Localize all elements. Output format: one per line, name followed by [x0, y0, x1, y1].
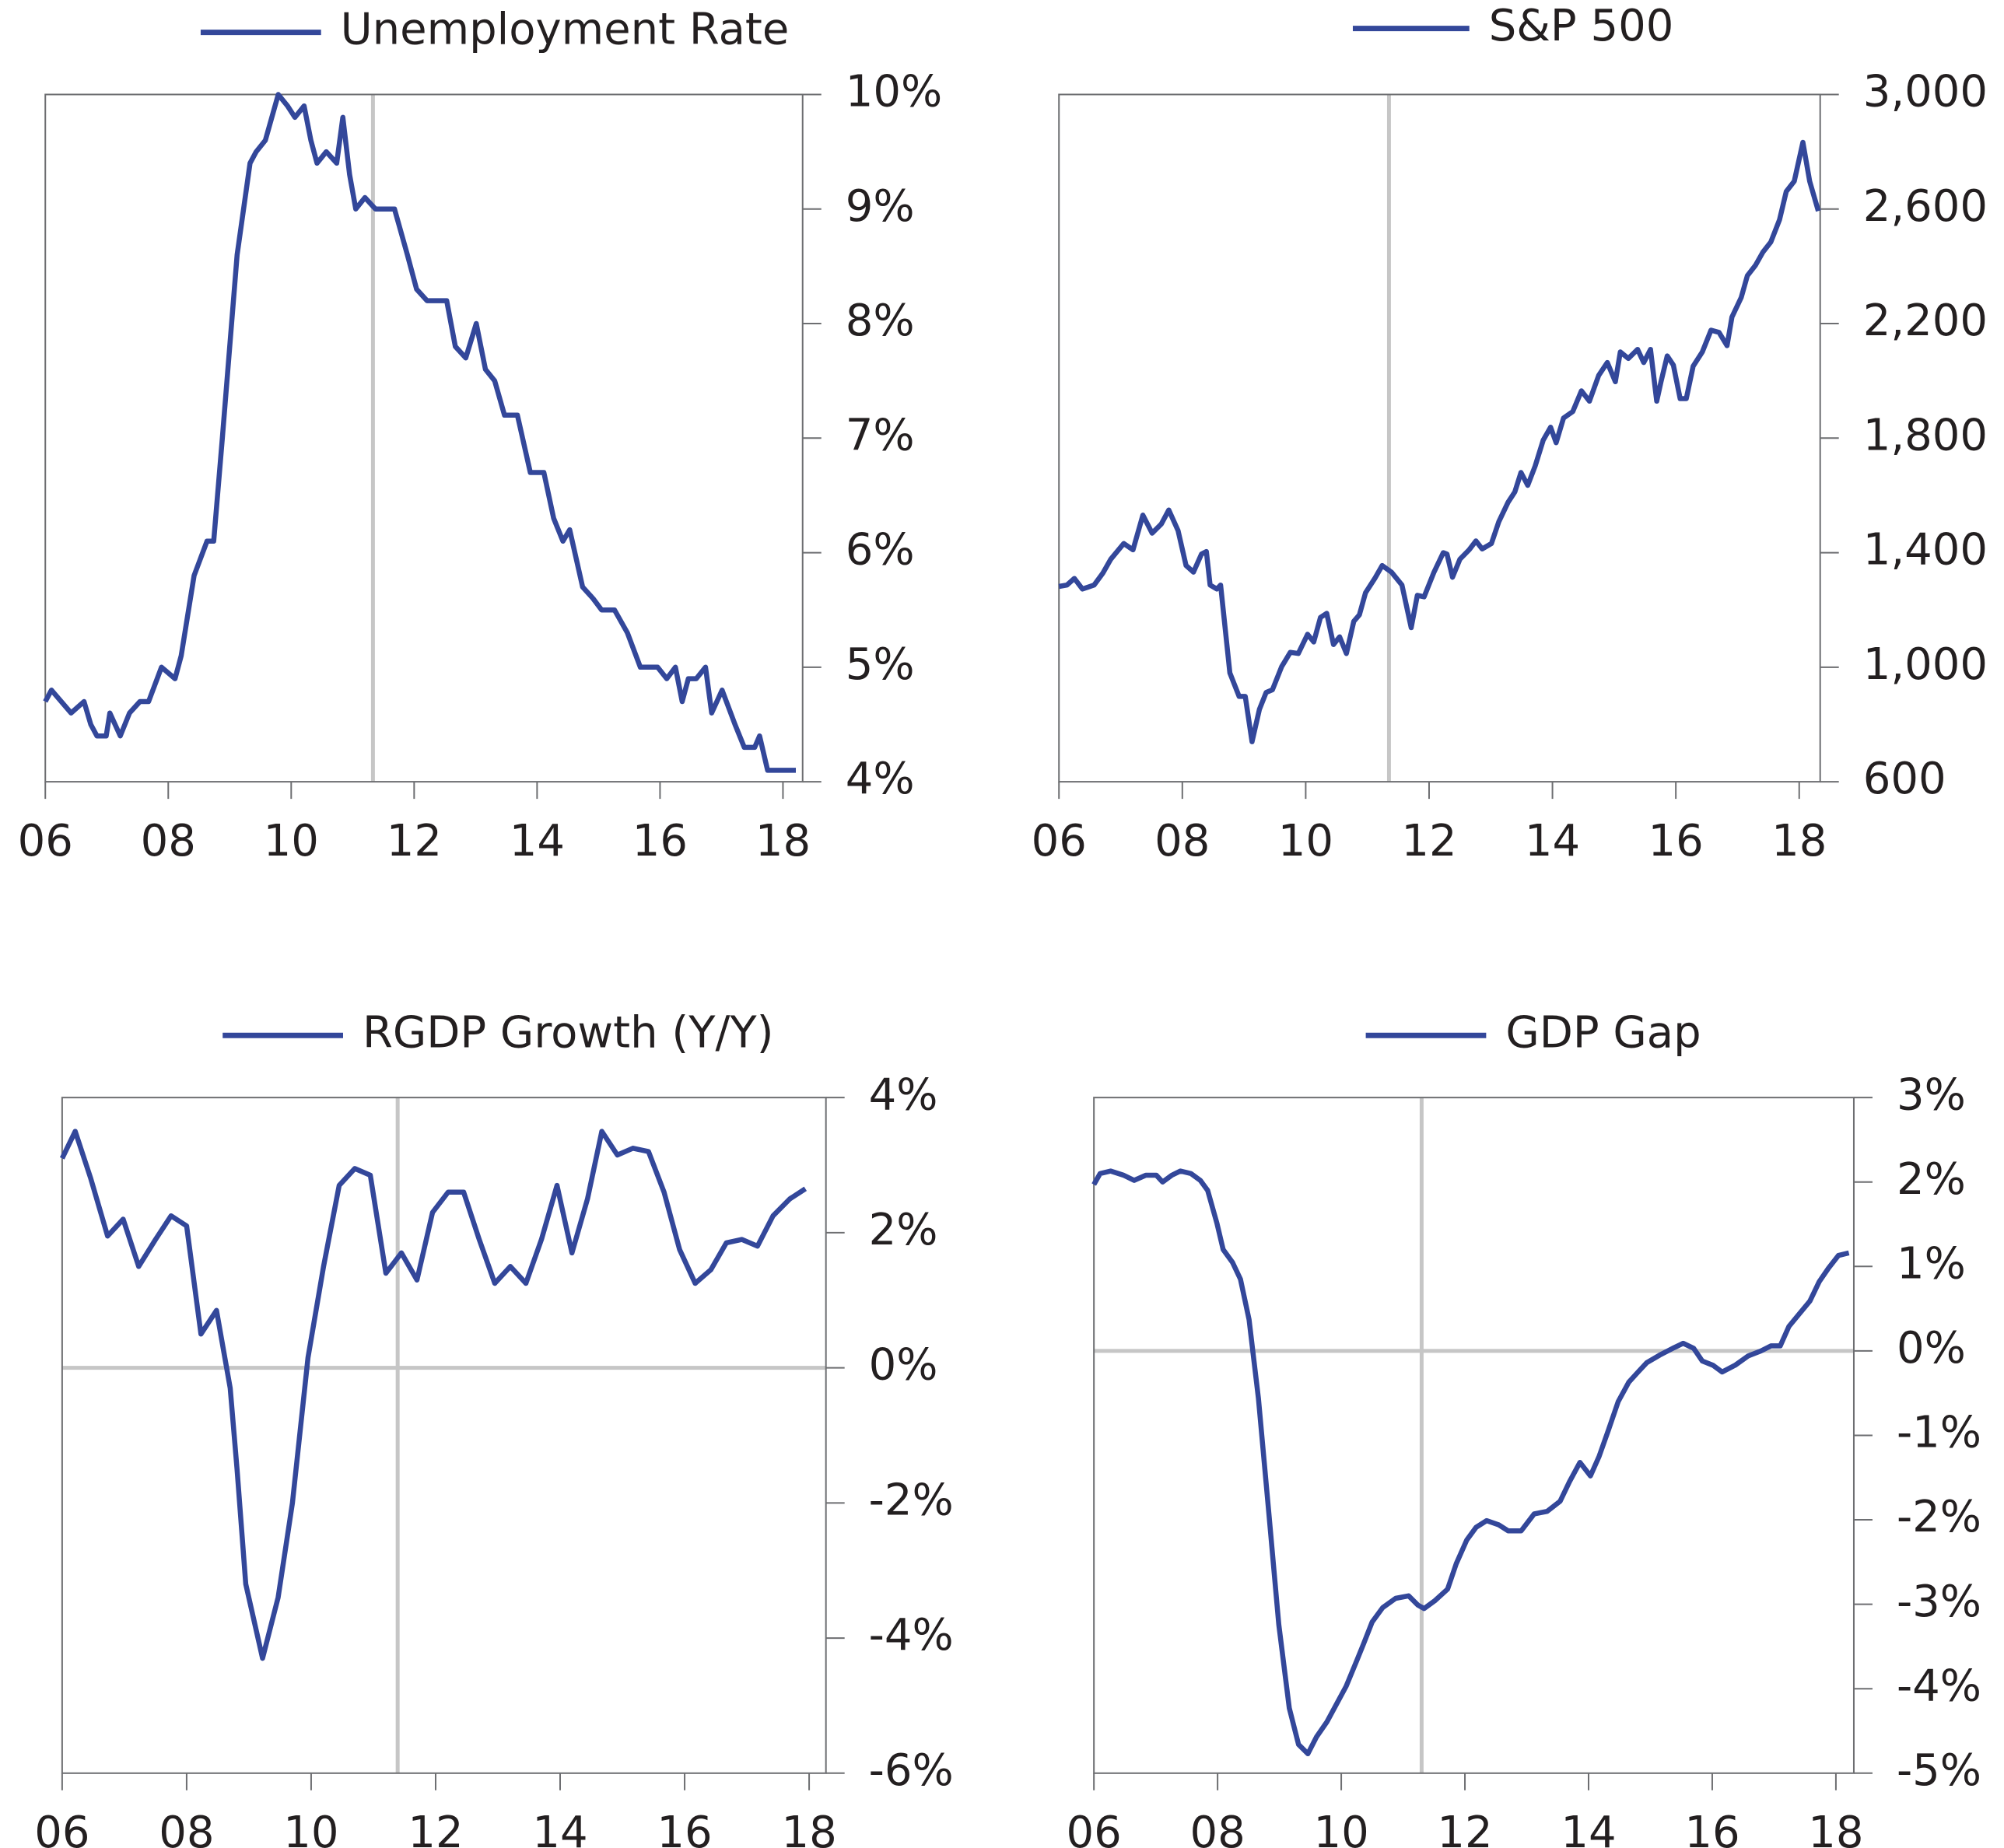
x-tick-label: 18: [1808, 1808, 1863, 1848]
data-line: [59, 1129, 808, 1661]
y-tick-label: 2,200: [1863, 296, 1988, 346]
y-tick-label: 1,800: [1863, 410, 1988, 460]
y-tick-label: -4%: [869, 1610, 954, 1661]
y-tick-label: 3%: [1897, 1069, 1966, 1120]
x-tick-label: 06: [1067, 1808, 1122, 1848]
y-tick-label: 6%: [846, 525, 915, 576]
y-tick-label: 5%: [846, 639, 915, 690]
y-tick-label: -4%: [1897, 1661, 1981, 1711]
y-tick-label: -2%: [869, 1475, 954, 1525]
x-tick-label: 08: [141, 816, 196, 866]
y-tick-label: -1%: [1897, 1408, 1981, 1458]
y-tick-label: 1,000: [1863, 639, 1988, 690]
y-tick-label: 4%: [869, 1069, 938, 1120]
x-tick-label: 10: [1313, 1808, 1368, 1848]
chart-panel: RGDP Growth (Y/Y) -6% -4% -2% 0% 2% 4% 06 08 10 12…: [34, 1007, 953, 1848]
x-tick-label: 18: [781, 1808, 836, 1848]
data-line: [43, 92, 796, 773]
chart-panel: GDP Gap -5% -4% -3% -2% -1% 0% 1% 2% 3% 06 08 10 12 14…: [1067, 1007, 1981, 1848]
x-tick-label: 10: [264, 816, 319, 866]
y-tick-label: -3%: [1897, 1577, 1981, 1627]
legend-label: S&P 500: [1489, 1, 1674, 51]
x-tick-label: 08: [1189, 1808, 1245, 1848]
x-tick-label: 16: [632, 816, 688, 866]
x-tick-label: 12: [408, 1808, 463, 1848]
y-tick-label: -2%: [1897, 1492, 1981, 1542]
x-tick-label: 18: [1771, 816, 1827, 866]
data-line: [1091, 1168, 1850, 1757]
x-tick-label: 06: [1032, 816, 1087, 866]
y-tick-label: 7%: [846, 410, 915, 460]
y-tick-label: 10%: [846, 67, 942, 117]
x-tick-label: 06: [18, 816, 73, 866]
y-tick-label: 9%: [846, 181, 915, 232]
x-tick-label: 14: [1561, 1808, 1616, 1848]
y-tick-label: 2,600: [1863, 181, 1988, 232]
x-tick-label: 12: [1401, 816, 1456, 866]
y-tick-label: 0%: [869, 1340, 938, 1391]
y-tick-label: 8%: [846, 296, 915, 346]
x-tick-label: 12: [387, 816, 442, 866]
x-tick-label: 06: [34, 1808, 89, 1848]
x-tick-label: 12: [1437, 1808, 1492, 1848]
y-tick-label: 600: [1863, 754, 1946, 804]
y-tick-label: 1,400: [1863, 525, 1988, 576]
x-tick-label: 16: [1648, 816, 1704, 866]
legend-label: RGDP Growth (Y/Y): [363, 1007, 773, 1058]
x-tick-label: 14: [1525, 816, 1580, 866]
x-tick-label: 16: [1684, 1808, 1739, 1848]
y-tick-label: -5%: [1897, 1745, 1981, 1796]
plot-frame: [61, 1097, 827, 1774]
x-tick-label: 10: [1278, 816, 1333, 866]
x-tick-label: 08: [1154, 816, 1210, 866]
y-tick-label: 4%: [846, 754, 915, 804]
x-tick-label: 18: [755, 816, 811, 866]
plot-frame: [44, 93, 804, 783]
y-tick-label: -6%: [869, 1745, 954, 1796]
y-tick-label: 2%: [1897, 1154, 1966, 1205]
x-tick-label: 14: [532, 1808, 587, 1848]
y-tick-label: 3,000: [1863, 67, 1988, 117]
legend-label: Unemployment Rate: [341, 5, 790, 55]
x-tick-label: 14: [510, 816, 565, 866]
chart-panel: S&P 500 600 1,000 1,400 1,800 2,200 2,600 3,000…: [1032, 1, 1988, 866]
x-tick-label: 08: [159, 1808, 214, 1848]
data-line: [1058, 139, 1821, 744]
x-tick-label: 16: [657, 1808, 712, 1848]
chart-panel: Unemployment Rate 4% 5% 6% 7% 8% 9% 10% 06 08 10 12…: [18, 5, 943, 867]
legend-label: GDP Gap: [1505, 1007, 1701, 1058]
y-tick-label: 2%: [869, 1205, 938, 1255]
y-tick-label: 1%: [1897, 1238, 1966, 1289]
x-tick-label: 10: [283, 1808, 338, 1848]
plot-frame: [1058, 93, 1821, 783]
y-tick-label: 0%: [1897, 1323, 1966, 1374]
